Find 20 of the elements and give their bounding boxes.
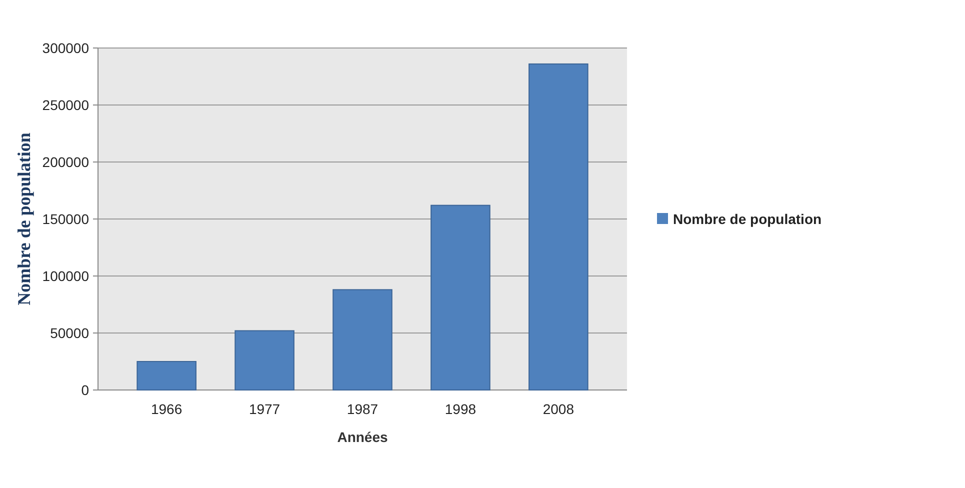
- y-tick-label: 50000: [50, 324, 90, 341]
- y-tick-label: 100000: [42, 268, 90, 284]
- y-tick-label: 150000: [42, 210, 90, 227]
- x-tick-label: 1987: [346, 401, 378, 417]
- x-tick-label: 1966: [150, 401, 182, 417]
- x-tick-label: 1977: [248, 401, 280, 417]
- bar: [332, 289, 392, 390]
- x-axis-title: Années: [337, 429, 388, 445]
- y-tick-label: 250000: [42, 96, 90, 113]
- x-tick-label: 1998: [444, 401, 476, 417]
- bar: [136, 361, 196, 390]
- y-tick-label: 200000: [42, 154, 90, 170]
- y-axis-title: Nombre de population: [14, 132, 34, 306]
- y-tick-label: 0: [81, 382, 90, 398]
- bar: [430, 204, 490, 390]
- bar: [234, 330, 294, 390]
- x-tick-label: 2008: [542, 401, 574, 417]
- legend-label: Nombre de population: [673, 210, 822, 227]
- bar: [528, 63, 588, 390]
- y-tick-label: 300000: [42, 40, 90, 56]
